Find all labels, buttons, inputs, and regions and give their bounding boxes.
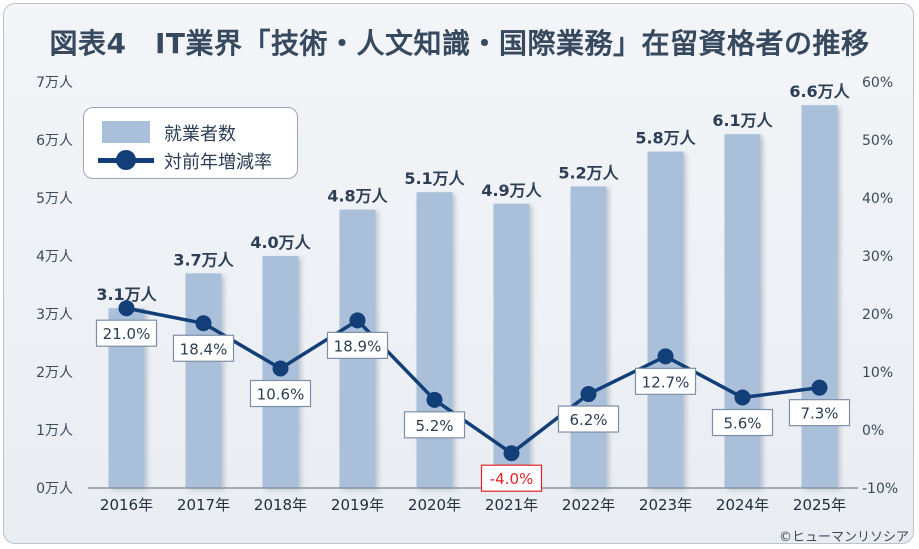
x-axis-tick: 2018年: [254, 496, 307, 514]
x-axis-tick: 2020年: [408, 496, 461, 514]
growth-rate-point: [734, 389, 751, 406]
x-axis-tick: 2022年: [562, 496, 615, 514]
growth-rate-label: 6.2%: [569, 411, 607, 429]
growth-rate-point: [503, 445, 520, 462]
legend-bar-entry: 就業者数: [84, 118, 297, 146]
bar-swatch-icon: [102, 121, 150, 143]
growth-rate-label: 7.3%: [800, 405, 838, 423]
bar-value-label: 4.8万人: [327, 187, 388, 206]
left-axis-tick: 4万人: [36, 249, 73, 265]
bar-value-label: 5.1万人: [404, 169, 465, 188]
growth-rate-point: [657, 348, 674, 365]
growth-rate-label-box: [249, 379, 312, 408]
growth-rate-label-box: [634, 367, 697, 395]
chart-title: 図表4 IT業界「技術・人文知識・国際業務」在留資格者の推移: [49, 27, 870, 60]
left-axis-tick: 2万人: [36, 365, 73, 381]
right-axis-tick: 0%: [862, 423, 884, 439]
growth-rate-point: [580, 386, 597, 403]
bar-value-label: 4.0万人: [250, 233, 311, 252]
growth-rate-label-box: [788, 399, 851, 427]
growth-rate-label-box: [711, 408, 774, 437]
bar-value-label: 5.8万人: [635, 129, 696, 148]
growth-rate-label: 18.9%: [334, 337, 382, 355]
copyright-credit: ©ヒューマンリソシア: [778, 530, 909, 545]
x-axis-tick: 2017年: [177, 496, 230, 514]
bar-2020年: [416, 192, 453, 488]
growth-rate-label: 5.6%: [723, 415, 761, 433]
growth-rate-point: [426, 391, 443, 408]
left-axis-tick: 3万人: [36, 307, 73, 323]
growth-rate-label: 18.4%: [180, 340, 228, 358]
x-axis-tick: 2021年: [485, 496, 538, 514]
right-axis-tick: 60%: [862, 75, 893, 91]
growth-rate-point: [195, 315, 212, 332]
left-axis-tick: 0万人: [36, 481, 73, 497]
bar-value-label: 5.2万人: [558, 163, 619, 182]
x-axis-tick: 2023年: [639, 496, 692, 514]
bar-value-label: 3.7万人: [173, 250, 234, 269]
right-axis-tick: 20%: [862, 307, 893, 323]
x-axis-tick: 2016年: [100, 496, 153, 514]
growth-rate-label-box: [326, 331, 389, 359]
growth-rate-point: [811, 379, 828, 396]
right-axis-tick: 30%: [862, 249, 893, 265]
growth-rate-point: [272, 360, 289, 377]
growth-rate-label: 10.6%: [257, 386, 305, 404]
bar-value-label: 6.1万人: [712, 111, 773, 130]
bar-2022年: [570, 186, 607, 488]
growth-rate-label-box: [480, 464, 543, 492]
left-axis-tick: 7万人: [36, 75, 73, 91]
growth-rate-label-box: [557, 405, 620, 433]
growth-rate-label: 21.0%: [103, 325, 151, 343]
right-axis-tick: 40%: [862, 191, 893, 207]
growth-rate-point: [349, 312, 366, 329]
right-axis-tick: 10%: [862, 365, 893, 381]
growth-rate-label-box: [95, 319, 158, 347]
growth-rate-label: -4.0%: [490, 470, 534, 488]
left-axis-tick: 1万人: [36, 423, 73, 439]
line-marker-icon: [116, 150, 136, 170]
growth-rate-label: 5.2%: [415, 417, 453, 435]
legend: 就業者数 対前年増減率: [83, 107, 298, 179]
bar-2017年: [185, 273, 222, 488]
left-axis-tick: 6万人: [36, 133, 73, 149]
growth-rate-point: [118, 300, 135, 317]
growth-rate-label-box: [403, 411, 466, 439]
legend-line-entry: 対前年増減率: [84, 146, 297, 174]
x-axis-tick: 2019年: [331, 496, 384, 514]
bar-value-label: 3.1万人: [96, 285, 157, 304]
bar-value-label: 6.6万人: [789, 82, 850, 101]
chart-frame: [3, 3, 914, 544]
legend-line-label: 対前年増減率: [164, 152, 272, 173]
bar-2023年: [647, 151, 684, 488]
left-axis-tick: 5万人: [36, 191, 73, 207]
right-axis-tick: 50%: [862, 133, 893, 149]
x-axis-tick: 2024年: [716, 496, 769, 514]
bar-2025年: [801, 105, 838, 488]
growth-rate-label: 12.7%: [642, 373, 690, 391]
growth-rate-label-box: [172, 334, 235, 362]
x-axis-tick: 2025年: [793, 496, 846, 514]
right-axis-tick: -10%: [862, 481, 898, 497]
legend-bar-label: 就業者数: [164, 124, 236, 145]
bar-2021年: [493, 203, 530, 489]
growth-rate-line: [126, 306, 820, 455]
bar-value-label: 4.9万人: [481, 181, 542, 200]
